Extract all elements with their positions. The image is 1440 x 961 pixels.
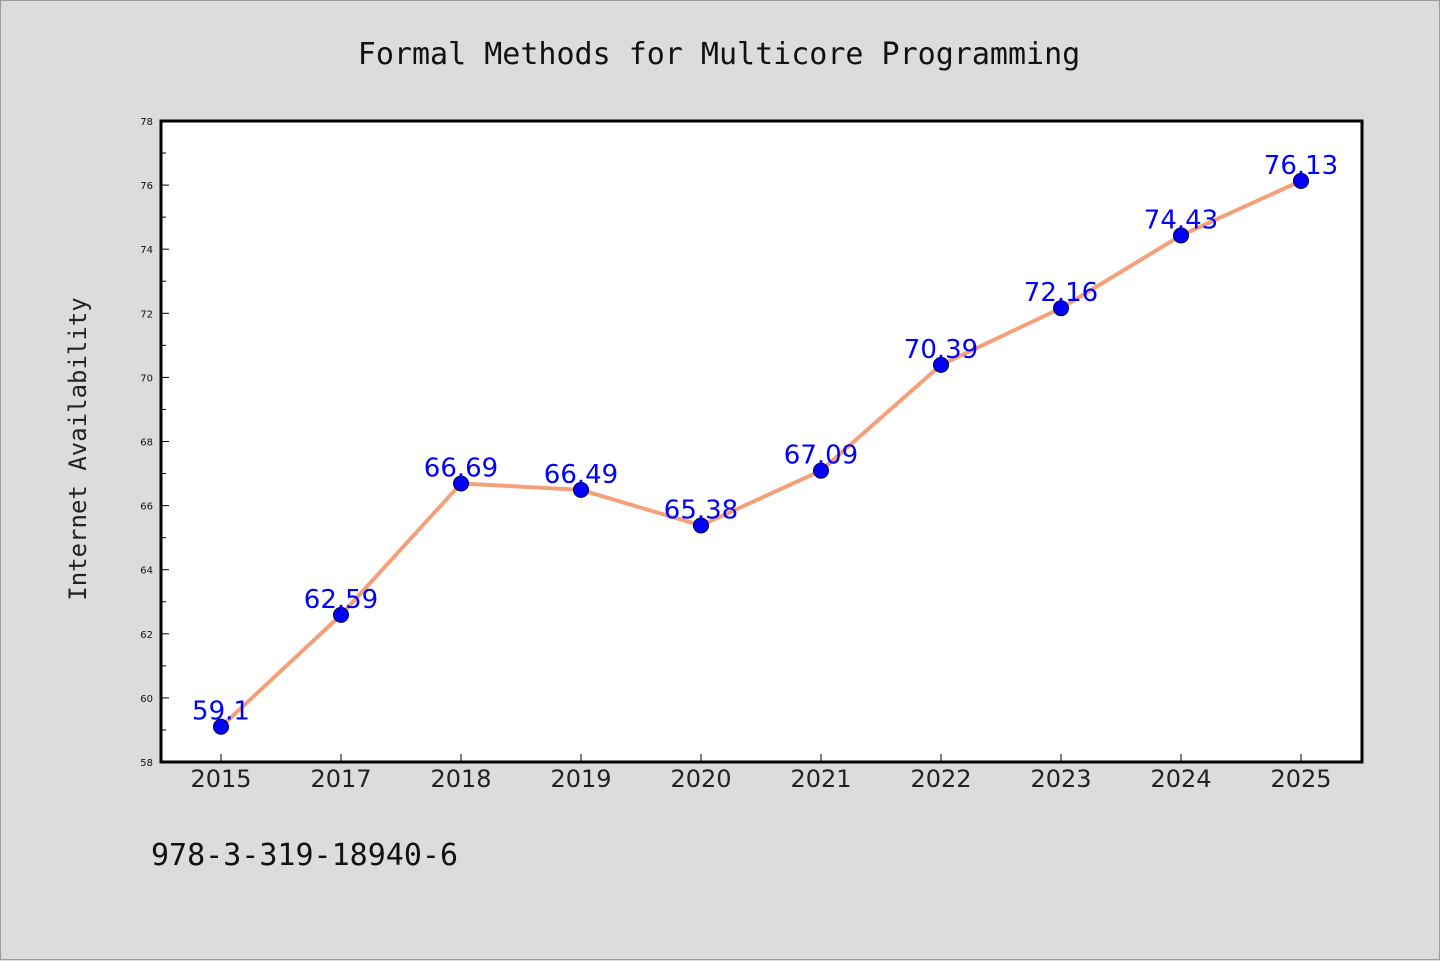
x-tick-label: 2020 — [670, 765, 731, 793]
y-tick-label: 62 — [140, 630, 153, 641]
data-label: 76.13 — [1264, 151, 1338, 181]
y-axis-label: Internet Availability — [64, 297, 92, 600]
data-point — [693, 517, 709, 534]
x-tick-label: 2018 — [430, 765, 491, 793]
data-label: 72.16 — [1024, 278, 1098, 308]
y-tick-label: 60 — [140, 694, 153, 705]
data-point — [573, 481, 589, 498]
data-label: 74.43 — [1144, 205, 1218, 235]
data-label: 66.49 — [544, 460, 618, 490]
y-tick-label: 78 — [140, 117, 153, 128]
data-label: 62.59 — [304, 585, 378, 615]
data-point — [1173, 227, 1189, 244]
y-axis: 58 60 62 64 66 68 70 72 74 76 78 — [140, 117, 169, 769]
data-point — [213, 718, 229, 735]
data-label: 66.69 — [424, 453, 498, 483]
data-point — [813, 462, 829, 479]
x-tick-label: 2015 — [190, 765, 251, 793]
x-tick-label: 2022 — [910, 765, 971, 793]
series-markers-group — [213, 172, 1309, 735]
y-tick-label: 74 — [140, 245, 153, 256]
data-label: 59.1 — [192, 697, 250, 727]
x-tick-label: 2017 — [310, 765, 371, 793]
data-point — [933, 356, 949, 373]
data-point — [1293, 172, 1309, 189]
data-point — [453, 475, 469, 492]
data-point — [1053, 300, 1069, 317]
footer-isbn: 978-3-319-18940-6 — [151, 838, 458, 873]
plot-area — [159, 119, 1364, 764]
y-tick-label: 64 — [140, 566, 153, 577]
y-tick-label: 76 — [140, 181, 153, 192]
series-line — [219, 178, 1303, 729]
data-labels-group: 59.1 62.59 66.69 66.49 65.38 67.09 70.39 72.16 7… — [192, 151, 1338, 727]
data-label: 70.39 — [904, 335, 978, 365]
x-tick-label: 2019 — [550, 765, 611, 793]
data-label: 65.38 — [664, 495, 738, 525]
series-line-group — [219, 178, 1303, 729]
y-tick-label: 70 — [140, 373, 153, 384]
x-tick-label: 2021 — [790, 765, 851, 793]
x-tick-label: 2025 — [1270, 765, 1331, 793]
x-tick-label: 2023 — [1030, 765, 1091, 793]
data-label: 67.09 — [784, 441, 858, 471]
x-axis: 2015 2017 2018 2019 2020 2021 2022 2023 2024 2025 — [190, 754, 1332, 793]
y-tick-label: 68 — [140, 438, 153, 449]
y-tick-label: 66 — [140, 502, 153, 513]
y-tick-label: 72 — [140, 309, 153, 320]
chart-title: Formal Methods for Multicore Programming — [358, 37, 1080, 72]
x-tick-label: 2024 — [1150, 765, 1211, 793]
y-tick-label: 58 — [140, 758, 153, 769]
data-point — [333, 606, 349, 623]
